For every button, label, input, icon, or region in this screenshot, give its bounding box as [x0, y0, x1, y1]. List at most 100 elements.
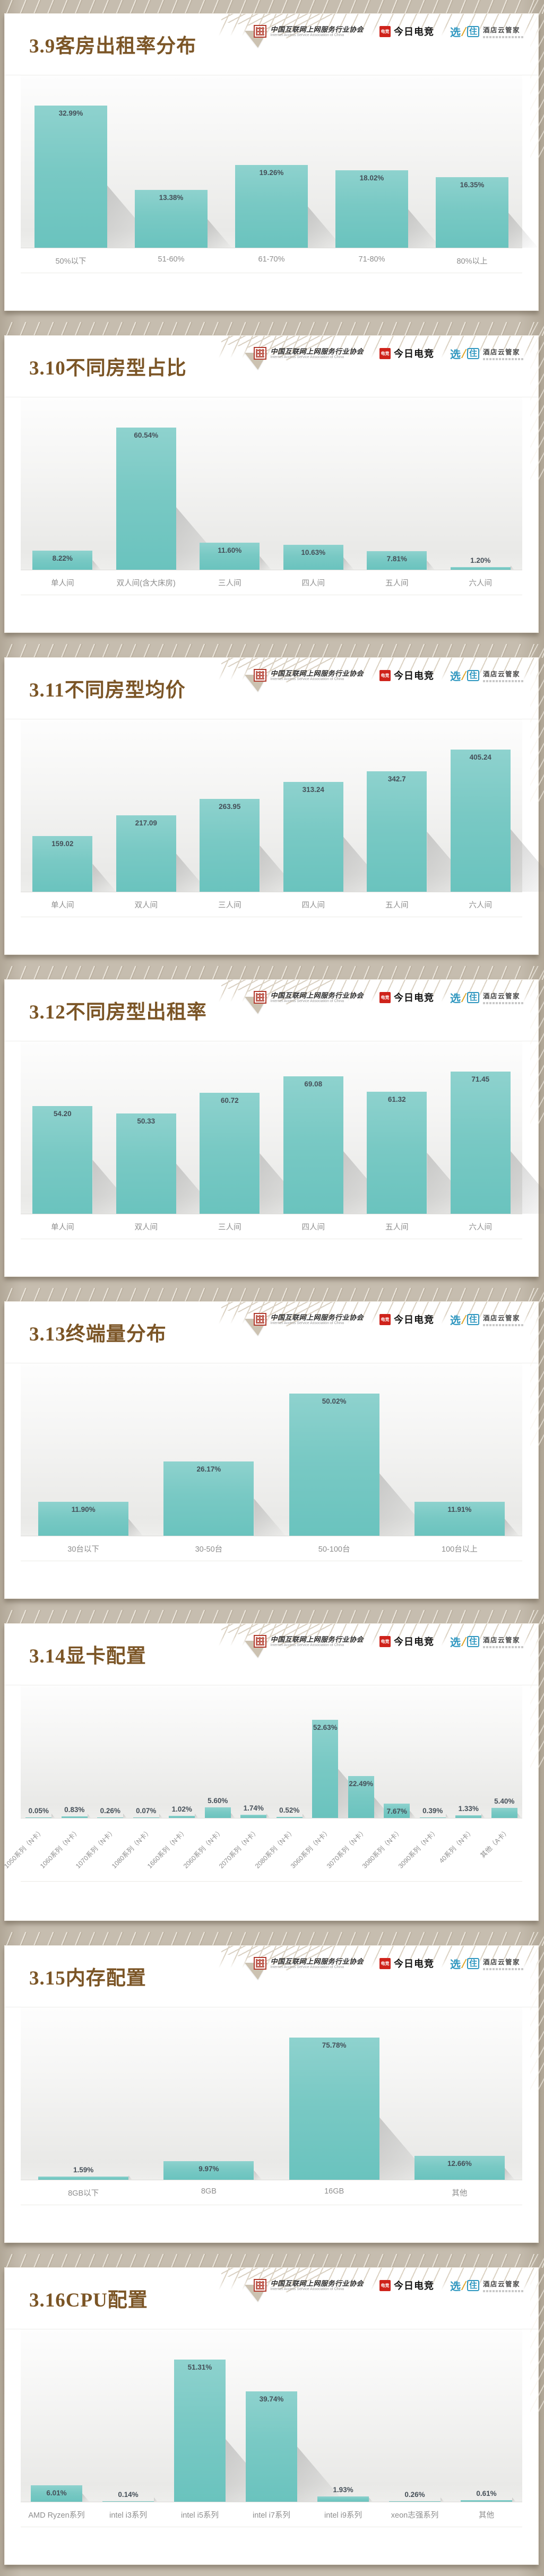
- hotel-logo-name: 酒店云管家: [483, 1315, 521, 1322]
- bar-value-label: 7.81%: [386, 555, 407, 563]
- x-axis-label: 16GB: [272, 2180, 397, 2205]
- bar: [116, 1113, 219, 1214]
- bar-value-label: 52.63%: [313, 1724, 338, 1731]
- x-axis-label-text: 100台以上: [442, 1545, 478, 1554]
- bar-shadow: [441, 2497, 444, 2502]
- bar-slot: 1.02%: [164, 1685, 200, 1818]
- association-name-en: Internet Access Service Association of C…: [270, 1321, 344, 1325]
- bar-value-label: 1.59%: [73, 2166, 94, 2174]
- x-axis-label-text: 30台以下: [67, 1545, 99, 1554]
- slide-title: 3.14显卡配置: [29, 1646, 146, 1667]
- bar-value-label: 9.97%: [198, 2164, 219, 2173]
- x-axis-label: 四人间: [272, 1214, 356, 1239]
- x-axis-label-text: intel i9系列: [324, 2511, 362, 2520]
- bar: [204, 1807, 235, 1818]
- esports-logo-name: 今日电竞: [393, 671, 434, 681]
- hotel-brand-slash-icon: [460, 1315, 468, 1324]
- hotel-brand-slash-icon: [460, 993, 468, 1002]
- terminal-count-bar-chart: 11.90% 26.17% 50.02% 11.91% 30台以下 30-50台 50-10…: [21, 1363, 522, 1591]
- bar-value-label: 313.24: [302, 785, 324, 794]
- association-text: 中国互联网上网服务行业协会 Internet Access Service As…: [270, 2279, 364, 2292]
- slide-3-13: 中国互联网上网服务行业协会 Internet Access Service As…: [0, 1288, 544, 1610]
- hotel-brand-mark: 选住: [450, 1312, 479, 1327]
- slide-title: 3.9客房出租率分布: [29, 36, 197, 57]
- association-seal-icon: [254, 1313, 267, 1326]
- hotel-brand-left-char: 选: [450, 2281, 461, 2293]
- bar-value-label: 0.26%: [100, 1806, 120, 1815]
- slide-header: 中国互联网上网服务行业协会 Internet Access Service As…: [5, 980, 538, 1041]
- esports-logo-name: 今日电竞: [393, 27, 434, 37]
- association-seal-icon: [254, 347, 267, 360]
- bar: [163, 2161, 262, 2180]
- hotel-logo: 选住 酒店云管家: [450, 1312, 524, 1327]
- bar-slot: 6.01%: [21, 2329, 92, 2502]
- bar: [289, 1394, 433, 1536]
- hotel-brand-mark: 选住: [450, 990, 479, 1005]
- bar: [97, 1814, 127, 1818]
- slide-3-11: 中国互联网上网服务行业协会 Internet Access Service As…: [0, 644, 544, 966]
- bar-shadow: [230, 1813, 235, 1818]
- chart-bottom-divider: [21, 1881, 522, 1911]
- x-axis-label: intel i9系列: [307, 2502, 379, 2527]
- bar: [200, 542, 272, 570]
- association-name-cn: 中国互联网上网服务行业协会: [270, 2279, 364, 2287]
- bar: [276, 1814, 306, 1818]
- logo-cluster: 中国互联网上网服务行业协会 Internet Access Service As…: [254, 2274, 524, 2296]
- bar-slot: 51.31%: [164, 2329, 279, 2502]
- hotel-logo-name: 酒店云管家: [483, 27, 521, 34]
- bar: [32, 1106, 139, 1214]
- hotel-brand-left-char: 选: [450, 993, 461, 1005]
- bar: [32, 550, 101, 570]
- x-axis-labels: 50%以下 51-60% 61-70% 71-80% 80%以上: [21, 248, 522, 273]
- x-axis-label: 三人间: [188, 892, 272, 917]
- hotel-brand-slash-icon: [460, 349, 468, 358]
- bar: [388, 2497, 444, 2502]
- bar-slot: 19.26%: [221, 75, 343, 248]
- bar-slot: 0.26%: [92, 1685, 128, 1818]
- x-axis-label: 六人间: [439, 1214, 523, 1239]
- association-name-cn: 中国互联网上网服务行业协会: [270, 25, 364, 33]
- bar-slot: 12.66%: [397, 2007, 522, 2180]
- occupancy-rate-bar-chart: 32.99% 13.38% 19.26% 18.02% 16.35% 50%以下 51-60…: [21, 75, 538, 303]
- logo-cluster: 中国互联网上网服务行业协会 Internet Access Service As…: [254, 20, 524, 42]
- hotel-logo-subtext: [483, 680, 524, 682]
- chart-bottom-divider: [21, 917, 522, 947]
- hotel-brand-mark: 选住: [450, 346, 479, 361]
- bar-slot: 10.63%: [272, 397, 356, 570]
- bar: [38, 2175, 132, 2180]
- x-axis-label: 六人间: [439, 570, 523, 595]
- esports-badge-icon: 电竞: [379, 669, 391, 681]
- x-axis-label: 8GB以下: [21, 2180, 146, 2205]
- bar-shadow: [128, 2175, 132, 2180]
- x-axis-label: 三人间: [188, 570, 272, 595]
- slide-3-15: 中国互联网上网服务行业协会 Internet Access Service As…: [0, 1932, 544, 2254]
- hotel-brand-slash-icon: [460, 1637, 468, 1646]
- hotel-brand-left-char: 选: [450, 1959, 461, 1971]
- hotel-brand-mark: 选住: [450, 1956, 479, 1971]
- association-seal-icon: [254, 1635, 267, 1648]
- slide-title: 3.10不同房型占比: [29, 358, 187, 379]
- x-axis-label-text: intel i3系列: [109, 2511, 147, 2520]
- x-axis-label: 30台以下: [21, 1536, 146, 1561]
- x-axis-label-text: 四人间: [301, 901, 325, 910]
- bar-slot: 0.39%: [415, 1685, 451, 1818]
- bar-value-label: 50.02%: [322, 1397, 347, 1405]
- bar: [419, 1814, 450, 1818]
- bar-value-label: 7.67%: [386, 1807, 407, 1816]
- esports-logo-name: 今日电竞: [393, 349, 434, 359]
- x-axis-label-text: 双人间: [134, 901, 158, 910]
- bar-slot: 405.24: [439, 719, 544, 892]
- bar-value-label: 0.83%: [64, 1806, 85, 1814]
- x-axis-label-text: 单人间: [51, 901, 74, 910]
- chart-bottom-divider: [21, 1561, 522, 1591]
- bar: [169, 1814, 198, 1818]
- esports-logo-name: 今日电竞: [393, 1315, 434, 1325]
- hotel-logo-name: 酒店云管家: [483, 2281, 521, 2288]
- association-name-cn: 中国互联网上网服务行业协会: [270, 669, 364, 677]
- logo-cluster: 中国互联网上网服务行业协会 Internet Access Service As…: [254, 1630, 524, 1652]
- bar: [32, 836, 117, 892]
- bar-value-label: 51.31%: [187, 2363, 212, 2371]
- x-axis-label: 100台以上: [397, 1536, 522, 1561]
- cpu-config-bar-chart: 6.01% 0.14% 51.31% 39.74% 1.93% 0.26% 0.61% AMD…: [21, 2329, 522, 2557]
- x-axis-label: AMD Ryzen系列: [21, 2502, 92, 2527]
